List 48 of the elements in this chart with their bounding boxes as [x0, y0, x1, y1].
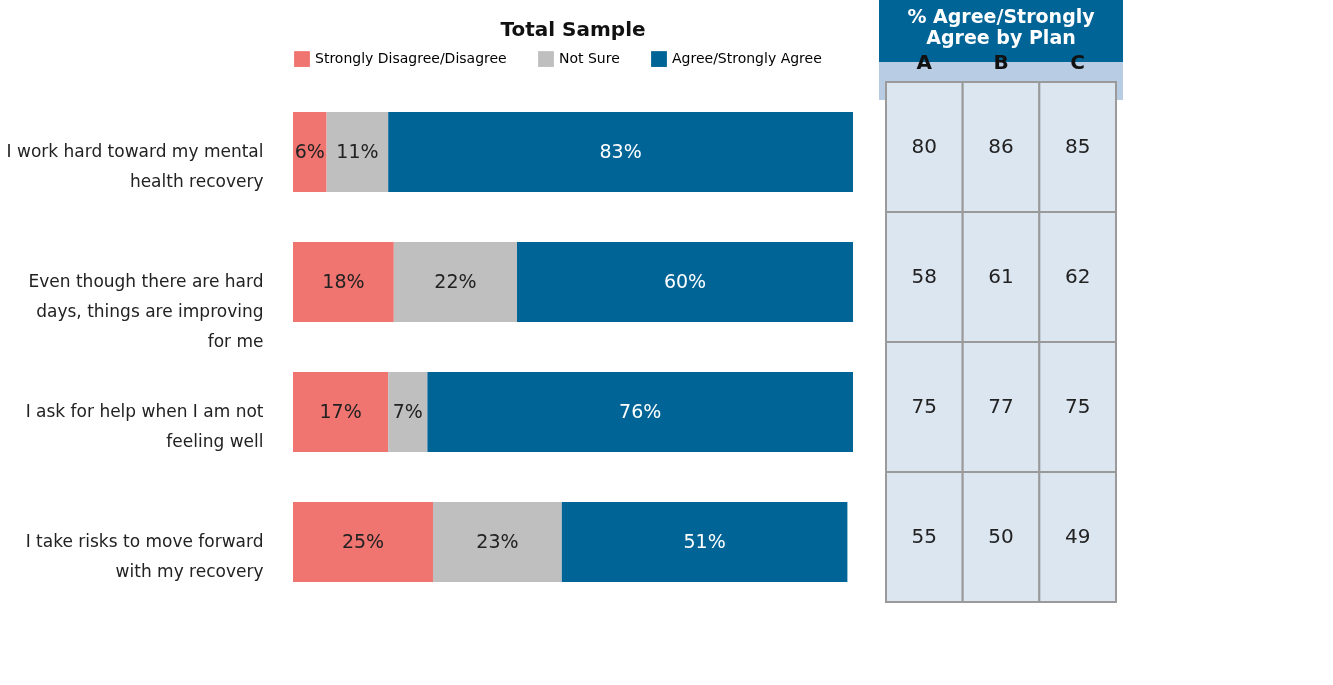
data-label: 76% [619, 400, 662, 422]
data-label: 18% [322, 270, 365, 292]
data-label: 50 [988, 524, 1014, 548]
y-tick-label: I work hard toward my mental health recovery [6, 141, 264, 191]
x-tick-label: A [916, 49, 933, 74]
data-label: 62 [1064, 264, 1091, 288]
chart-title: Total Sample [500, 17, 646, 41]
bar [517, 242, 853, 322]
legend-label: Agree/Strongly Agree [672, 50, 822, 67]
data-label: 17% [319, 400, 362, 422]
bar [388, 112, 853, 192]
bar [293, 242, 394, 322]
bar [293, 112, 327, 192]
y-tick-label: Even though there are hard days, things are improving for me [28, 271, 264, 351]
data-label: 58 [911, 264, 938, 288]
legend-label: Strongly Disagree/Disagree [315, 50, 507, 67]
y-tick-label: I ask for help when I am not feeling well [25, 401, 264, 451]
data-label: 25% [341, 530, 385, 552]
data-label: 22% [434, 270, 477, 292]
legend-label: Not Sure [559, 50, 620, 67]
bar [393, 242, 517, 322]
x-tick-label: B [993, 49, 1009, 74]
bar [326, 112, 389, 192]
data-label: 61 [988, 264, 1014, 288]
x-tick-label: C [1070, 49, 1086, 74]
data-label: 86 [988, 134, 1014, 158]
data-label: 75 [911, 394, 938, 418]
text: % Agree/Strongly Agree by Plan [907, 5, 1096, 48]
data-label: 83% [599, 140, 642, 162]
data-label: 7% [392, 400, 423, 422]
bar [433, 502, 562, 582]
data-label: 60% [663, 270, 707, 292]
y-tick-label: I take risks to move forward with my recovery [25, 531, 264, 581]
data-label: 49 [1064, 524, 1091, 548]
data-label: 75 [1064, 394, 1091, 418]
bar [427, 372, 853, 452]
data-label: 23% [476, 530, 519, 552]
data-label: 51% [683, 530, 726, 552]
data-label: 6% [294, 140, 325, 162]
data-label: 77 [988, 394, 1014, 418]
data-label: 85 [1064, 134, 1091, 158]
bar [293, 372, 389, 452]
bar [293, 502, 433, 582]
data-label: 55 [911, 524, 938, 548]
data-label: 80 [911, 134, 938, 158]
data-label: 11% [336, 140, 379, 162]
bar [388, 372, 428, 452]
bar [561, 502, 848, 582]
